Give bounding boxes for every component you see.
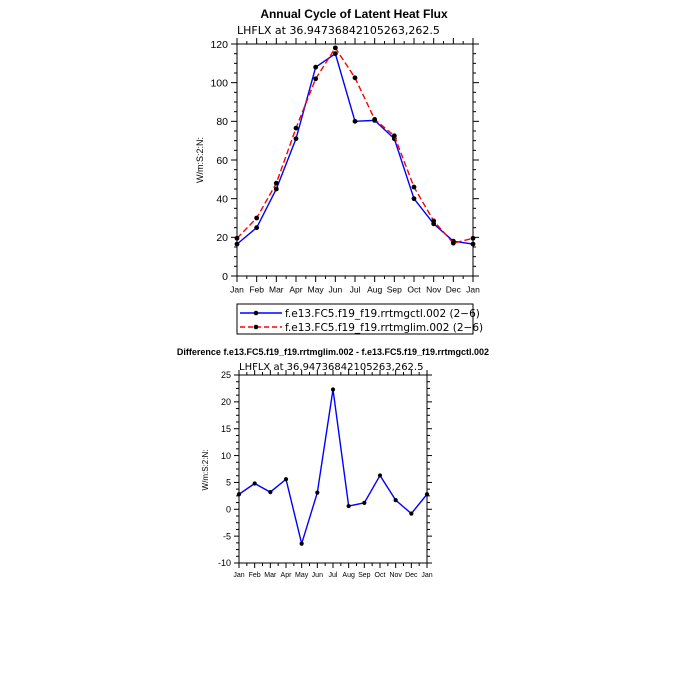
chart-title: Annual Cycle of Latent Heat Flux [260,7,448,21]
series-1-point [411,184,417,190]
legend-box [236,303,474,335]
x-tick-label: Dec [405,572,418,579]
x-tick-label: May [308,285,325,295]
x-tick-label: Mar [264,572,277,579]
y-tick-label: 15 [221,424,231,434]
difference-chart: Difference f.e13.FC5.f19_f19.rrtmglim.00… [177,347,489,579]
x-tick-label: Jan [421,572,432,579]
y-tick-label: 20 [216,232,228,244]
annual-cycle-chart: Annual Cycle of Latent Heat Flux LHFLX a… [195,7,483,335]
y-tick-label: 5 [226,478,231,488]
series-0-point [273,186,279,192]
diff-plot-frame [238,374,428,564]
diff-chart-subtitle: LHFLX at 36.94736842105263,262.5 [239,362,423,373]
series-1-point [293,125,299,131]
series-line-0 [236,52,474,245]
x-tick-label: Dec [446,285,462,295]
series-1-point [450,240,456,246]
series-0-point [315,490,320,495]
series-line-0 [238,389,428,547]
legend-entry-lim: f.e13.FC5.f19_f19.rrtmglim.002 (2−6) [240,322,483,334]
y-tick-label: 120 [210,39,228,51]
legend-label-ctl: f.e13.FC5.f19_f19.rrtmgctl.002 (2−6) [285,308,480,320]
y-tick-label: -10 [218,558,231,568]
legend: f.e13.FC5.f19_f19.rrtmgctl.002 (2−6) f.e… [236,303,483,335]
x-tick-label: Mar [269,285,284,295]
series-1-point [332,45,338,51]
x-tick-label: Jul [329,572,338,579]
y-tick-label: 10 [221,451,231,461]
series-0-point [332,51,338,57]
legend-entry-ctl: f.e13.FC5.f19_f19.rrtmgctl.002 (2−6) [240,308,480,320]
series-0-point [299,541,304,546]
series-0-point [352,118,358,124]
x-tick-label: Jan [233,572,244,579]
y-tick-label: 25 [221,370,231,380]
series-0-point [411,196,417,202]
y-tick-label: 20 [221,397,231,407]
legend-marker-ctl [253,310,259,316]
y-tick-label: 0 [226,505,231,515]
series-1-point [254,215,260,221]
x-tick-label: Sep [387,285,402,295]
x-tick-label: Jun [312,572,323,579]
series-0-point [362,500,367,505]
x-tick-label: Oct [375,572,386,579]
diff-y-axis-label: W/m:S:2:N: [201,450,210,491]
y-tick-label: -5 [223,531,231,541]
series-0-point [346,503,351,509]
x-tick-label: Aug [342,572,355,579]
x-tick-label: Aug [367,285,382,295]
y-tick-label: 60 [216,155,228,167]
x-tick-label: Apr [281,572,293,579]
series-0-point [409,511,414,516]
series-1-point [352,75,358,81]
x-tick-label: Sep [358,572,371,579]
series-1-point [391,133,397,139]
series-0-point [393,498,398,503]
series-0-point [268,489,273,495]
series-1-point [313,76,319,82]
x-tick-label: Feb [249,285,264,295]
series-1-point [273,180,279,186]
y-tick-label: 100 [210,77,228,89]
y-tick-label: 40 [216,193,228,205]
legend-label-lim: f.e13.FC5.f19_f19.rrtmglim.002 (2−6) [285,322,483,334]
series-0-point [252,481,257,486]
x-tick-label: Oct [407,285,421,295]
legend-marker-lim [253,324,259,330]
diff-chart-title: Difference f.e13.FC5.f19_f19.rrtmglim.00… [177,347,489,357]
series-1-point [372,117,378,122]
y-tick-label: 0 [222,271,228,283]
plot-frame [236,43,474,277]
x-tick-label: Jun [328,285,342,295]
y-axis-label: W/m:S:2:N: [195,137,205,183]
x-tick-label: Nov [389,572,402,579]
x-tick-label: Nov [426,285,442,295]
x-tick-label: Feb [249,572,261,579]
series-0-point [293,136,299,142]
chart-subtitle: LHFLX at 36.94736842105263,262.5 [237,24,440,37]
series-0-point [313,64,319,70]
x-tick-label: Jan [466,285,480,295]
series-0-point [283,477,289,482]
x-tick-label: Apr [289,285,302,295]
series-0-point [377,473,383,478]
x-tick-label: Jul [350,285,361,295]
series-0-point [330,387,336,392]
x-tick-label: May [295,572,309,579]
x-tick-label: Jan [230,285,244,295]
series-0-point [254,225,260,231]
series-1-point [431,218,437,224]
y-tick-label: 80 [216,116,228,128]
